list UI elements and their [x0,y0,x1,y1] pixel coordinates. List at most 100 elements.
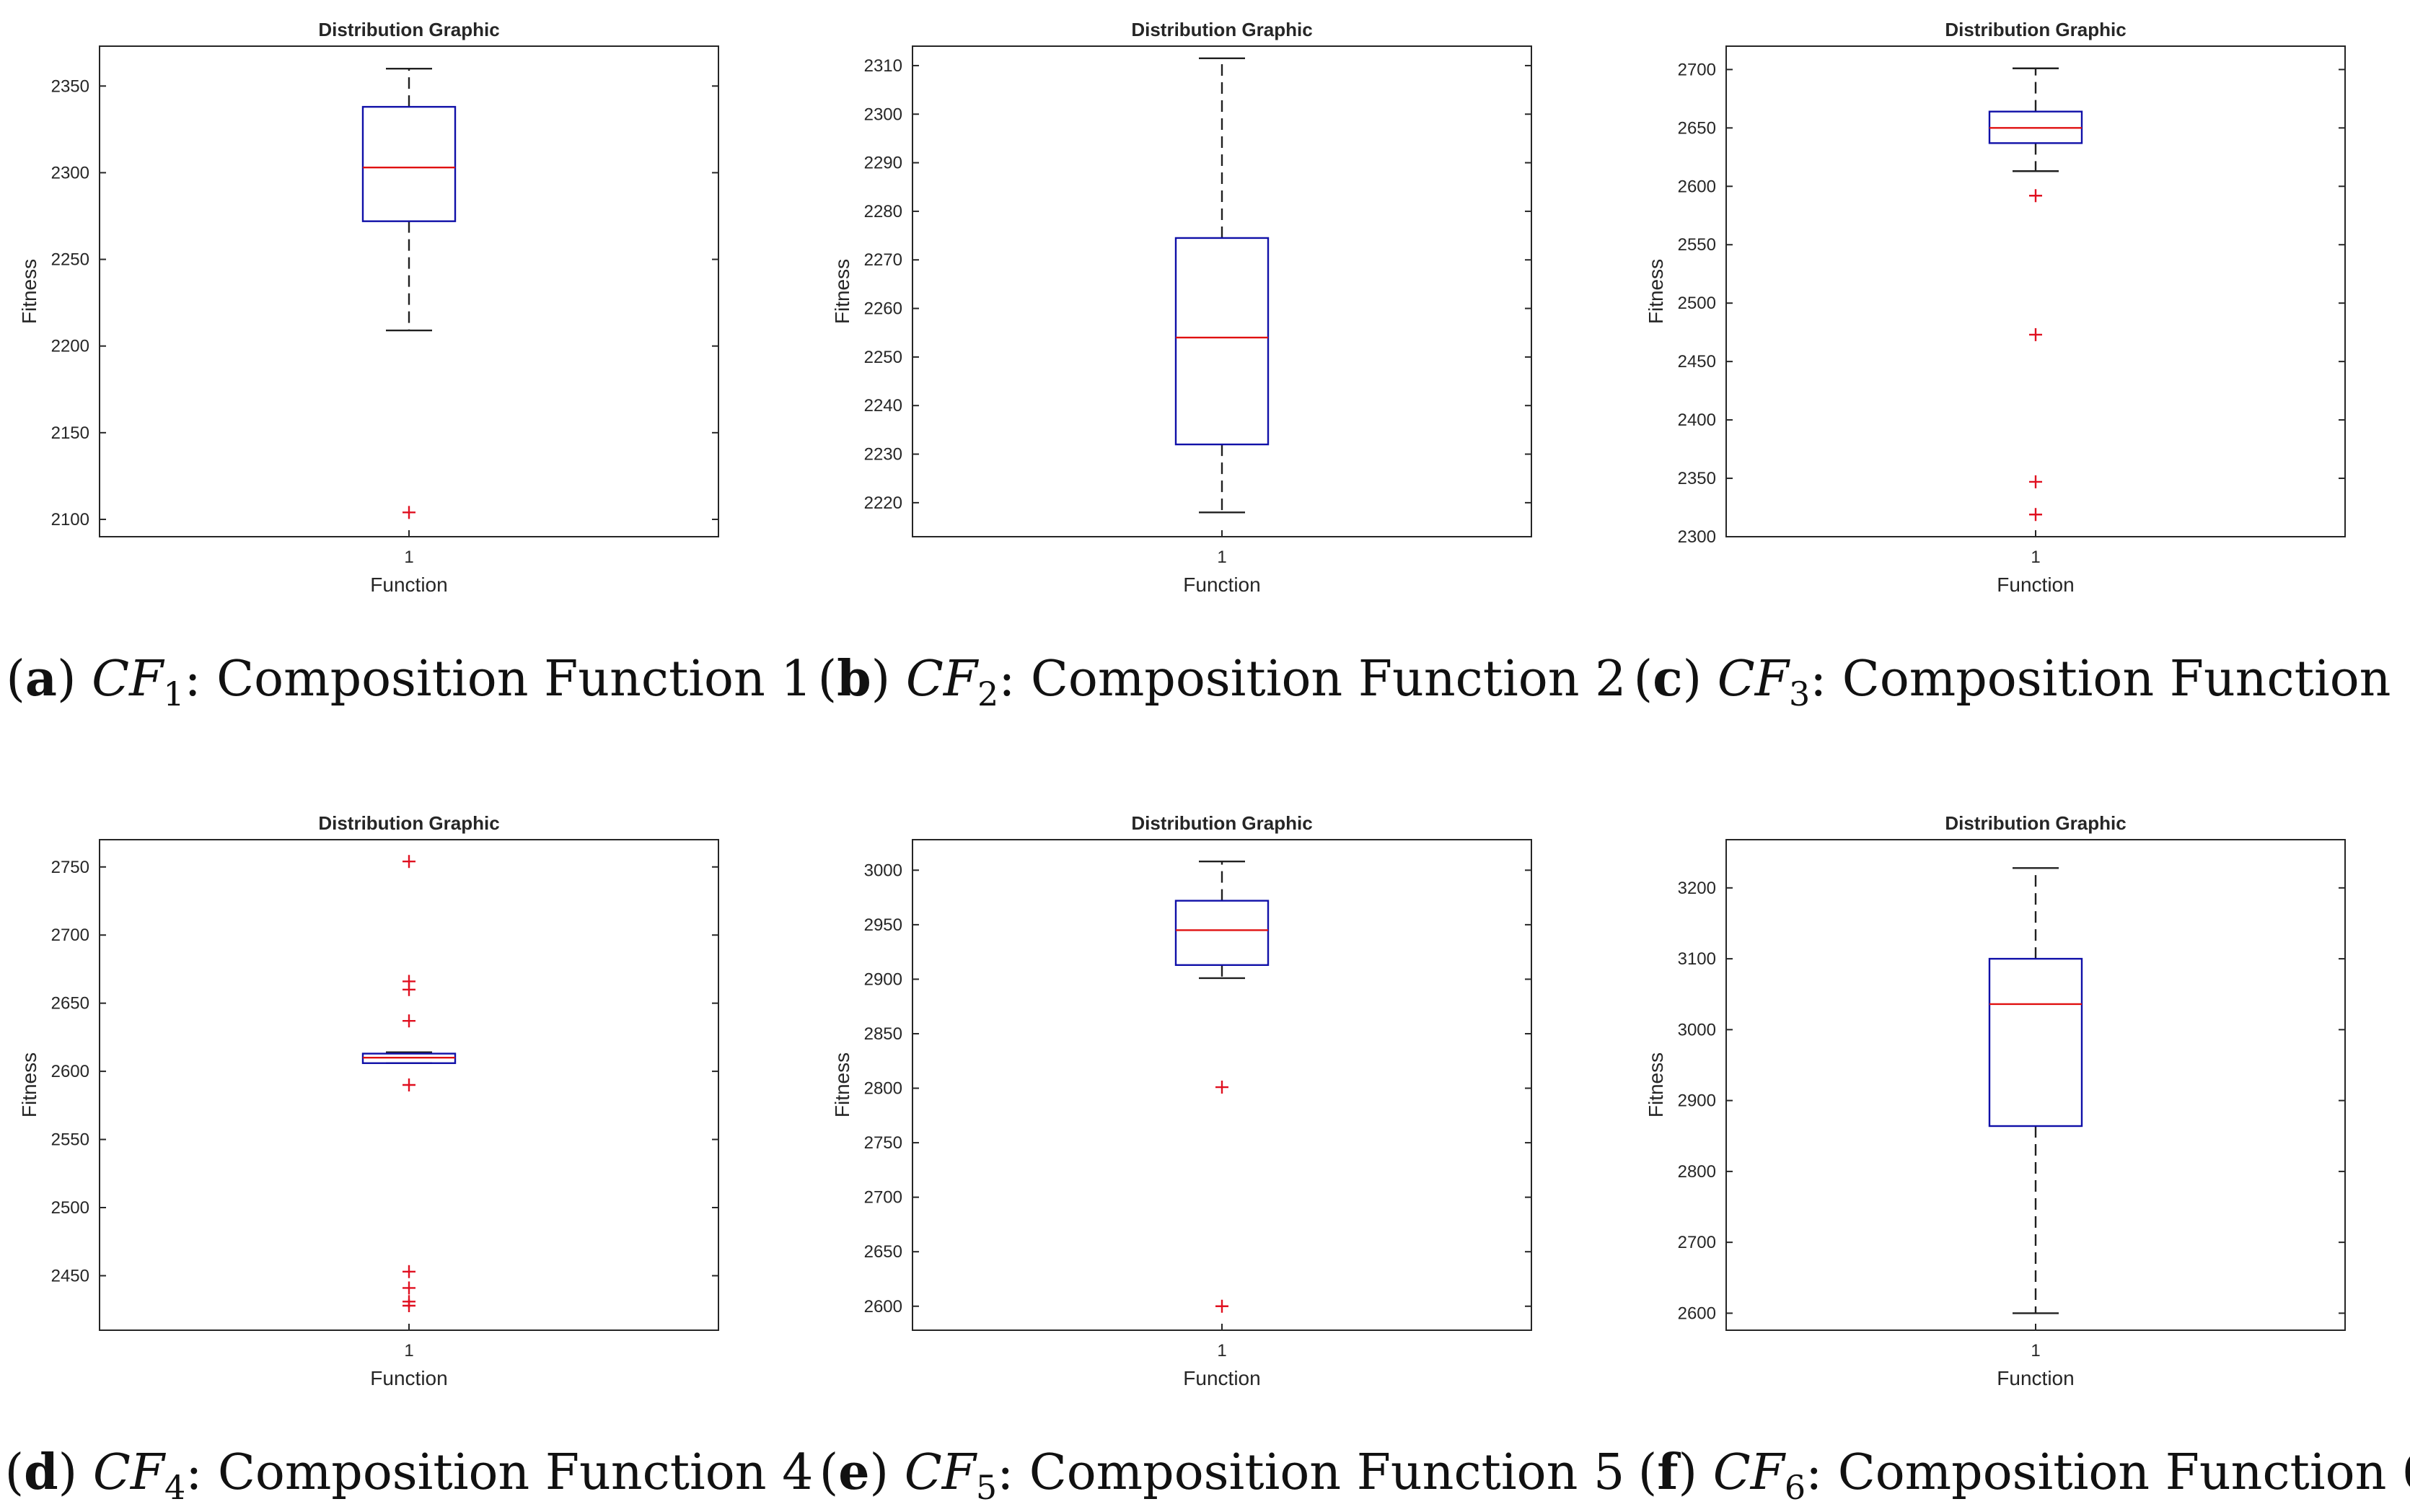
panel-4-caption-subscript: 4 [164,1468,185,1507]
panel-1-caption: (a) CF1: Composition Function 1 [6,650,812,713]
panel-1-ytick-label-0: 2100 [51,510,89,529]
panel-1-caption-symbol: CF [92,651,165,708]
panel-5-caption-subscript: 5 [976,1468,997,1507]
panel-3-caption-letter: c [1653,650,1682,708]
panel-5-ytick-label-1: 2650 [864,1242,902,1262]
panel-6-caption-subscript: 6 [1785,1468,1806,1507]
panel-2-ytick-label-4: 2260 [864,299,902,319]
panel-1-xtick-label: 1 [404,548,413,567]
panel-2-caption-close: ) [871,651,906,708]
panel-1-ylabel: Fitness [18,259,40,324]
panel-4-caption-close: ) [58,1444,93,1501]
panel-6-ytick-label-2: 2800 [1678,1162,1716,1182]
panel-6-caption-close: ) [1679,1444,1713,1501]
panel-4-outlier-2 [403,983,415,996]
panel-2-ytick-label-6: 2280 [864,202,902,221]
panel-5-caption-close: ) [870,1444,905,1501]
panel-4-outlier-4 [403,1078,415,1091]
panel-5-box [1174,900,1270,966]
panel-5-ytick-label-7: 2950 [864,915,902,935]
panel-5: Distribution Graphic 2600 2650 2700 2750 2800… [819,812,1625,1507]
panel-4-caption: (d) CF4: Composition Function 4 [5,1443,814,1507]
panel-2-caption-subscript: 2 [977,674,998,713]
panel-6-xtick-label: 1 [2031,1341,2040,1361]
panel-4-caption-text: : Composition Function 4 [185,1444,813,1501]
panel-1-caption-open: ( [6,651,25,708]
panel-2-ytick-label-1: 2230 [864,445,902,465]
panel-2-ytick-label-2: 2240 [864,396,902,416]
panel-3-ylabel: Fitness [1645,259,1667,324]
panel-1: Distribution Graphic 2100 2150 2200 2250 2300… [6,19,812,713]
panel-2-ytick-label-3: 2250 [864,348,902,367]
panel-6-ytick-label-1: 2700 [1678,1233,1716,1252]
panel-6-xlabel: Function [1997,1367,2074,1389]
panel-3: Distribution Graphic 2300 2350 2400 2450 2500… [1634,19,2410,713]
panel-5-ytick-label-4: 2800 [864,1079,902,1099]
panel-2-ytick-label-0: 2220 [864,493,902,513]
panel-3-caption-text: : Composition Function 3 [1810,651,2410,708]
panel-6-title: Distribution Graphic [1945,812,2126,834]
panel-6-caption-letter: f [1657,1443,1681,1501]
panel-3-outlier-2 [2029,475,2042,488]
panel-1-ytick-label-3: 2250 [51,250,89,270]
panel-5-xlabel: Function [1183,1367,1260,1389]
panel-4-xlabel: Function [370,1367,447,1389]
panel-6-ylabel: Fitness [1645,1052,1667,1117]
panel-4-ytick-label-2: 2550 [51,1130,89,1150]
panel-4-outlier-3 [403,1014,415,1028]
panel-5-caption-letter: e [838,1443,869,1501]
panel-6-ytick-label-6: 3200 [1678,879,1716,898]
panel-3-caption-symbol: CF [1718,651,1791,708]
panel-1-xlabel: Function [370,573,447,596]
panel-1-caption-close: ) [57,651,92,708]
panel-4-ytick-label-3: 2600 [51,1062,89,1081]
panel-3-ytick-label-1: 2350 [1678,469,1716,488]
panel-1-ytick-label-2: 2200 [51,337,89,356]
panel-5-caption-text: : Composition Function 5 [997,1444,1624,1501]
panel-4-outlier-0 [403,855,415,869]
panel-6-box [1988,957,2083,1128]
panel-2: Distribution Graphic 2220 2230 2240 2250 2260… [818,19,1627,713]
panel-2-caption-symbol: CF [906,651,980,708]
panel-1-caption-letter: a [25,650,57,708]
panel-1-ytick-label-4: 2300 [51,163,89,183]
panel-2-caption-letter: b [837,650,871,708]
panel-2-ylabel: Fitness [831,259,853,324]
panel-3-ytick-label-7: 2650 [1678,118,1716,138]
panel-2-title: Distribution Graphic [1131,19,1312,40]
panel-6-ytick-label-0: 2600 [1678,1304,1716,1323]
panel-2-caption-text: : Composition Function 2 [998,651,1626,708]
panel-4-ytick-label-0: 2450 [51,1266,89,1285]
panel-2-ytick-label-8: 2300 [864,105,902,124]
panel-4-outlier-6 [403,1281,415,1295]
panel-3-outlier-3 [2029,508,2042,522]
panel-6-ytick-label-5: 3100 [1678,949,1716,969]
panel-3-caption-open: ( [1634,651,1653,708]
panel-5-ytick-label-5: 2850 [864,1024,902,1044]
panel-1-title: Distribution Graphic [318,19,499,40]
panel-4-ytick-label-4: 2650 [51,994,89,1014]
panel-5-ytick-label-8: 3000 [864,861,902,880]
panel-1-ytick-label-5: 2350 [51,76,89,96]
panel-3-ytick-label-6: 2600 [1678,177,1716,196]
panel-1-box [361,105,457,222]
panel-2-caption: (b) CF2: Composition Function 2 [818,650,1627,713]
panel-5-caption-open: ( [819,1444,839,1501]
panel-5-xtick-label: 1 [1217,1341,1226,1361]
panel-2-ytick-label-5: 2270 [864,250,902,270]
panel-3-caption-subscript: 3 [1789,674,1810,713]
panel-2-xtick-label: 1 [1217,548,1226,567]
panel-4-ytick-label-5: 2700 [51,926,89,945]
panel-6-caption-text: : Composition Function 6 [1806,1444,2410,1501]
panel-2-xlabel: Function [1183,573,1260,596]
panel-5-outlier-1 [1215,1299,1228,1313]
panel-6: Distribution Graphic 2600 2700 2800 2900 3000… [1638,812,2410,1507]
panel-2-ytick-label-9: 2310 [864,56,902,76]
panel-5-ytick-label-0: 2600 [864,1297,902,1317]
panel-4-ylabel: Fitness [18,1052,40,1117]
panel-6-caption-symbol: CF [1713,1444,1787,1501]
panel-6-caption-open: ( [1638,1444,1658,1501]
panel-4-title: Distribution Graphic [318,812,499,834]
panel-1-axes-box [99,45,719,537]
panel-1-ytick-label-1: 2150 [51,423,89,443]
